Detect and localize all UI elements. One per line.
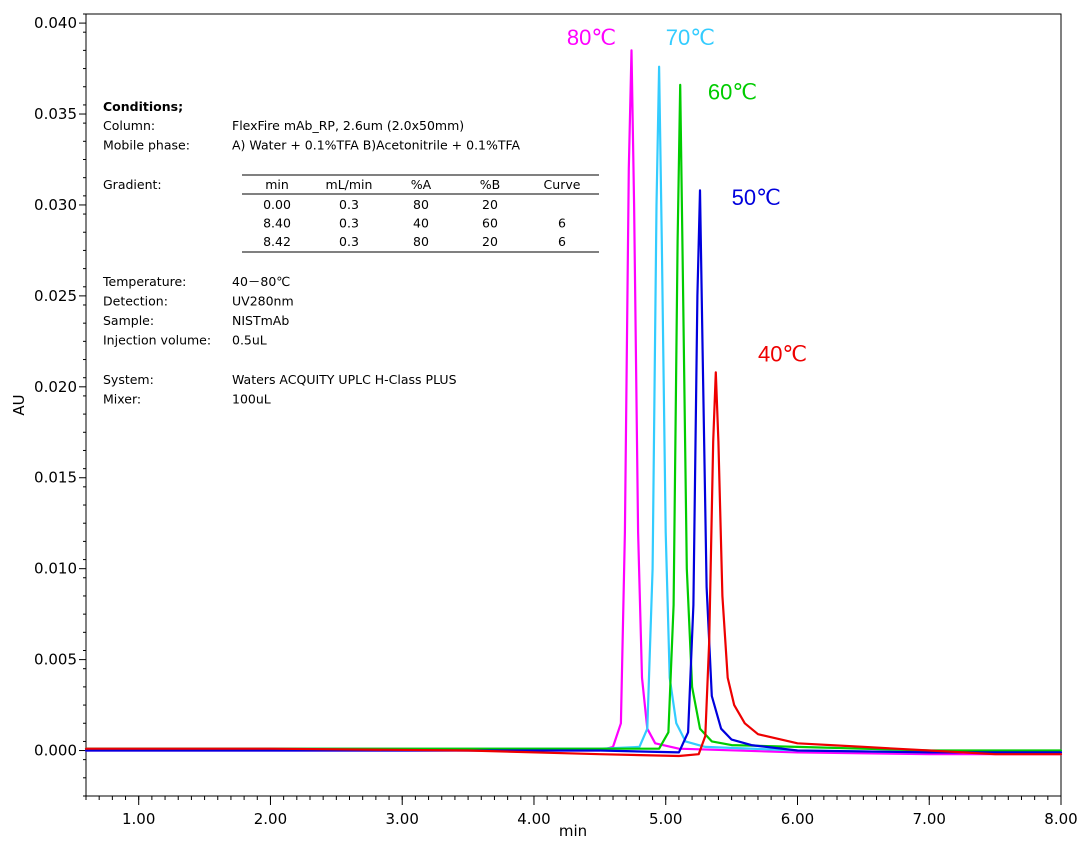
- condition-value: 100uL: [232, 392, 271, 407]
- gradient-cell: 0.3: [339, 216, 359, 231]
- x-tick-label: 8.00: [1044, 810, 1077, 828]
- x-tick-label: 5.00: [649, 810, 682, 828]
- gradient-cell: 0.00: [263, 197, 291, 212]
- condition-label: Detection:: [103, 294, 168, 309]
- x-tick-label: 4.00: [517, 810, 550, 828]
- condition-label: Temperature:: [102, 274, 186, 289]
- x-tick-label: 3.00: [386, 810, 419, 828]
- gradient-cell: 6: [558, 216, 566, 231]
- series-layer: [84, 49, 1063, 758]
- gradient-cell: 0.3: [339, 197, 359, 212]
- series-label-layer: 80℃ 70℃ 60℃ 50℃ 40℃: [567, 25, 807, 366]
- condition-value: 40－80℃: [232, 274, 290, 289]
- x-axis-title: min: [559, 822, 587, 840]
- y-tick-label: 0.010: [34, 560, 77, 578]
- y-tick-label: 0.020: [34, 378, 77, 396]
- gradient-header: Curve: [544, 177, 581, 192]
- x-tick-label: 6.00: [781, 810, 814, 828]
- condition-value: Waters ACQUITY UPLC H-Class PLUS: [232, 372, 457, 387]
- condition-value: A) Water + 0.1%TFA B)Acetonitrile + 0.1%…: [232, 138, 521, 153]
- series-label: 50℃: [732, 185, 781, 210]
- series-line: [84, 83, 1063, 752]
- y-tick-label: 0.035: [34, 105, 77, 123]
- gradient-cell: 20: [482, 234, 498, 249]
- gradient-cell: 8.40: [263, 216, 291, 231]
- gradient-cell: 8.42: [263, 234, 291, 249]
- condition-value: 0.5uL: [232, 333, 267, 348]
- series-line: [84, 189, 1063, 754]
- y-tick-label: 0.000: [34, 742, 77, 760]
- gradient-cell: 80: [413, 234, 429, 249]
- series-label: 80℃: [567, 25, 616, 50]
- gradient-cell: 80: [413, 197, 429, 212]
- condition-label: System:: [103, 372, 154, 387]
- conditions-title: Conditions;: [103, 99, 183, 114]
- series-label: 60℃: [708, 79, 757, 104]
- condition-value: NISTmAb: [232, 313, 289, 328]
- series-label: 70℃: [666, 25, 715, 50]
- y-tick-label: 0.015: [34, 469, 77, 487]
- gradient-cell: 40: [413, 216, 429, 231]
- condition-label: Mixer:: [103, 392, 141, 407]
- series-line: [84, 65, 1063, 754]
- condition-value: FlexFire mAb_RP, 2.6um (2.0x50mm): [232, 118, 464, 133]
- y-tick-label: 0.025: [34, 287, 77, 305]
- series-label: 40℃: [758, 341, 807, 366]
- x-axis: 1.00 2.00 3.00 4.00 5.00 6.00 7.00 8.00: [85, 796, 1077, 828]
- x-tick-label: 1.00: [122, 810, 155, 828]
- gradient-label: Gradient:: [103, 177, 162, 192]
- gradient-cell: 0.3: [339, 234, 359, 249]
- gradient-header: %A: [411, 177, 432, 192]
- gradient-header: %B: [480, 177, 500, 192]
- conditions-panel: Conditions; Column: FlexFire mAb_RP, 2.6um…: [102, 99, 599, 407]
- y-tick-label: 0.030: [34, 196, 77, 214]
- y-tick-label: 0.005: [34, 651, 77, 669]
- gradient-cell: 60: [482, 216, 498, 231]
- condition-value: UV280nm: [232, 294, 294, 309]
- x-tick-label: 2.00: [254, 810, 287, 828]
- condition-label: Injection volume:: [103, 333, 211, 348]
- y-tick-label: 0.040: [34, 14, 77, 32]
- x-tick-label: 7.00: [913, 810, 946, 828]
- gradient-cell: 6: [558, 234, 566, 249]
- condition-label: Sample:: [103, 313, 154, 328]
- condition-label: Column:: [103, 118, 155, 133]
- gradient-header: mL/min: [326, 177, 373, 192]
- gradient-cell: 20: [482, 197, 498, 212]
- gradient-header: min: [265, 177, 289, 192]
- series-line: [84, 371, 1063, 758]
- condition-label: Mobile phase:: [103, 138, 190, 153]
- y-axis: 0.000 0.005 0.010 0.015 0.020 0.025 0.030 0.035…: [34, 13, 86, 797]
- y-axis-title: AU: [10, 394, 28, 415]
